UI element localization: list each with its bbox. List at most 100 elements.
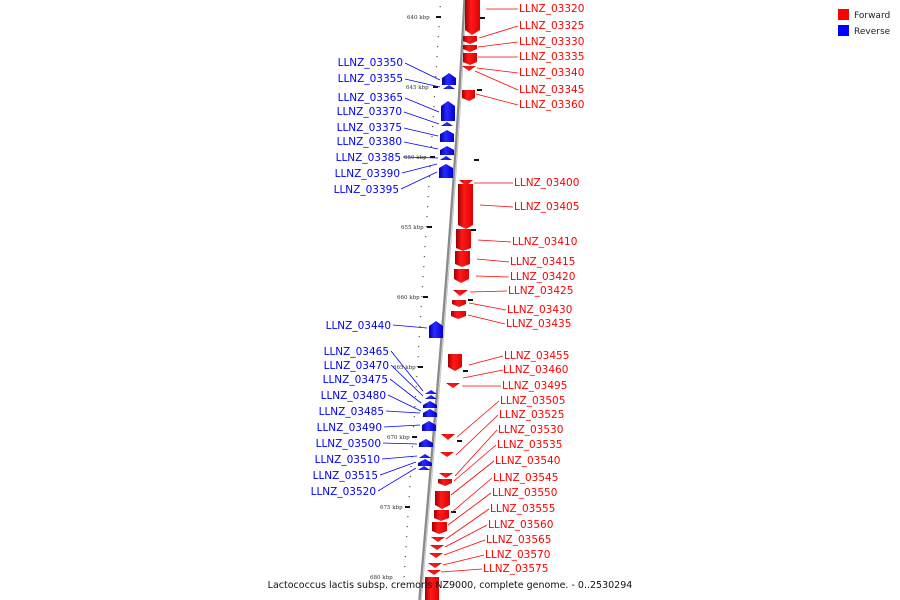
gene-label-forward[interactable]: LLNZ_03430 — [507, 304, 572, 316]
gene-label-forward[interactable]: LLNZ_03570 — [485, 549, 550, 561]
gene-block[interactable] — [427, 570, 441, 575]
gene-block[interactable] — [435, 491, 450, 509]
gene-label-forward[interactable]: LLNZ_03555 — [490, 503, 555, 515]
gene-block[interactable] — [423, 401, 437, 408]
gene-block[interactable] — [451, 311, 466, 319]
gene-label-reverse[interactable]: LLNZ_03390 — [335, 168, 400, 180]
gene-block[interactable] — [440, 146, 454, 155]
gene-label-forward[interactable]: LLNZ_03550 — [492, 487, 557, 499]
gene-label-forward[interactable]: LLNZ_03565 — [486, 534, 551, 546]
gene-block[interactable] — [439, 164, 453, 178]
gene-label-forward[interactable]: LLNZ_03335 — [519, 51, 584, 63]
gene-block[interactable] — [458, 184, 473, 229]
gene-block[interactable] — [418, 466, 430, 470]
gene-label-reverse[interactable]: LLNZ_03515 — [313, 470, 378, 482]
gene-label-forward[interactable]: LLNZ_03325 — [519, 20, 584, 32]
gene-block[interactable] — [430, 545, 444, 550]
gene-label-forward[interactable]: LLNZ_03495 — [502, 380, 567, 392]
gene-label-forward[interactable]: LLNZ_03425 — [508, 285, 573, 297]
gene-label-reverse[interactable]: LLNZ_03485 — [319, 406, 384, 418]
gene-block[interactable] — [439, 473, 453, 478]
gene-block[interactable] — [432, 522, 447, 534]
gene-block[interactable] — [465, 0, 480, 35]
gene-block[interactable] — [463, 53, 477, 65]
gene-label-forward[interactable]: LLNZ_03505 — [500, 395, 565, 407]
gene-block[interactable] — [418, 459, 432, 466]
gene-label-reverse[interactable]: LLNZ_03365 — [338, 92, 403, 104]
gene-label-reverse[interactable]: LLNZ_03440 — [326, 320, 391, 332]
gene-label-forward[interactable]: LLNZ_03530 — [498, 424, 563, 436]
gene-label-reverse[interactable]: LLNZ_03500 — [316, 438, 381, 450]
gene-label-reverse[interactable]: LLNZ_03395 — [334, 184, 399, 196]
gene-label-forward[interactable]: LLNZ_03340 — [519, 67, 584, 79]
gene-block[interactable] — [438, 479, 452, 486]
gene-label-reverse[interactable]: LLNZ_03350 — [338, 57, 403, 69]
gene-label-reverse[interactable]: LLNZ_03370 — [337, 106, 402, 118]
gene-block[interactable] — [429, 553, 443, 558]
gene-block[interactable] — [441, 434, 455, 440]
gene-label-reverse[interactable]: LLNZ_03385 — [336, 152, 401, 164]
gene-block[interactable] — [448, 354, 462, 371]
gene-block[interactable] — [425, 395, 437, 399]
gene-block[interactable] — [442, 73, 456, 85]
gene-label-forward[interactable]: LLNZ_03560 — [488, 519, 553, 531]
gene-label-forward[interactable]: LLNZ_03540 — [495, 455, 560, 467]
gene-label-forward[interactable]: LLNZ_03400 — [514, 177, 579, 189]
gene-label-forward[interactable]: LLNZ_03360 — [519, 99, 584, 111]
gene-block[interactable] — [428, 563, 442, 568]
gene-block[interactable] — [425, 390, 437, 394]
gene-block[interactable] — [462, 90, 475, 101]
gene-label-reverse[interactable]: LLNZ_03510 — [315, 454, 380, 466]
gene-label-forward[interactable]: LLNZ_03535 — [497, 439, 562, 451]
gene-block[interactable] — [441, 101, 455, 121]
gene-label-forward[interactable]: LLNZ_03435 — [506, 318, 571, 330]
gene-block[interactable] — [446, 383, 460, 388]
gene-label-forward[interactable]: LLNZ_03320 — [519, 3, 584, 15]
gene-block[interactable] — [452, 300, 466, 307]
gene-block[interactable] — [462, 66, 476, 71]
gene-block[interactable] — [443, 85, 455, 89]
gene-label-reverse[interactable]: LLNZ_03380 — [337, 136, 402, 148]
gene-block[interactable] — [459, 180, 473, 186]
gene-block[interactable] — [423, 409, 437, 417]
gene-block[interactable] — [454, 269, 469, 283]
gene-block[interactable] — [453, 290, 468, 296]
guide-dot — [414, 406, 416, 408]
gene-label-forward[interactable]: LLNZ_03575 — [483, 563, 548, 575]
gene-label-forward[interactable]: LLNZ_03415 — [510, 256, 575, 268]
gene-block[interactable] — [440, 452, 454, 457]
gene-label-forward[interactable]: LLNZ_03455 — [504, 350, 569, 362]
gene-label-forward[interactable]: LLNZ_03330 — [519, 36, 584, 48]
gene-block[interactable] — [440, 156, 452, 160]
gene-label-reverse[interactable]: LLNZ_03470 — [324, 360, 389, 372]
gene-label-reverse[interactable]: LLNZ_03475 — [323, 374, 388, 386]
gene-block[interactable] — [456, 229, 471, 251]
gene-label-forward[interactable]: LLNZ_03460 — [503, 364, 568, 376]
gene-label-forward[interactable]: LLNZ_03525 — [499, 409, 564, 421]
gene-label-reverse[interactable]: LLNZ_03490 — [317, 422, 382, 434]
gene-label-forward[interactable]: LLNZ_03420 — [510, 271, 575, 283]
gene-label-reverse[interactable]: LLNZ_03355 — [338, 73, 403, 85]
gene-block[interactable] — [431, 537, 445, 542]
gene-block[interactable] — [440, 130, 454, 142]
gene-block[interactable] — [463, 36, 477, 44]
gene-block[interactable] — [419, 439, 433, 447]
gene-label-forward[interactable]: LLNZ_03410 — [512, 236, 577, 248]
gene-block[interactable] — [425, 577, 439, 600]
gene-label-reverse[interactable]: LLNZ_03480 — [321, 390, 386, 402]
gene-block[interactable] — [455, 251, 470, 267]
gene-label-reverse[interactable]: LLNZ_03520 — [311, 486, 376, 498]
gene-label-forward[interactable]: LLNZ_03345 — [519, 84, 584, 96]
gene-block[interactable] — [419, 454, 431, 458]
gene-block[interactable] — [441, 122, 453, 126]
gene-label-reverse[interactable]: LLNZ_03375 — [337, 122, 402, 134]
gene-label-forward[interactable]: LLNZ_03545 — [493, 472, 558, 484]
gene-label-forward[interactable]: LLNZ_03405 — [514, 201, 579, 213]
gene-block[interactable] — [434, 510, 449, 521]
gene-block[interactable] — [463, 45, 477, 52]
gene-label-reverse[interactable]: LLNZ_03465 — [324, 346, 389, 358]
gene-block[interactable] — [422, 421, 436, 431]
gene-block[interactable] — [429, 321, 443, 338]
guide-dot — [439, 6, 441, 8]
